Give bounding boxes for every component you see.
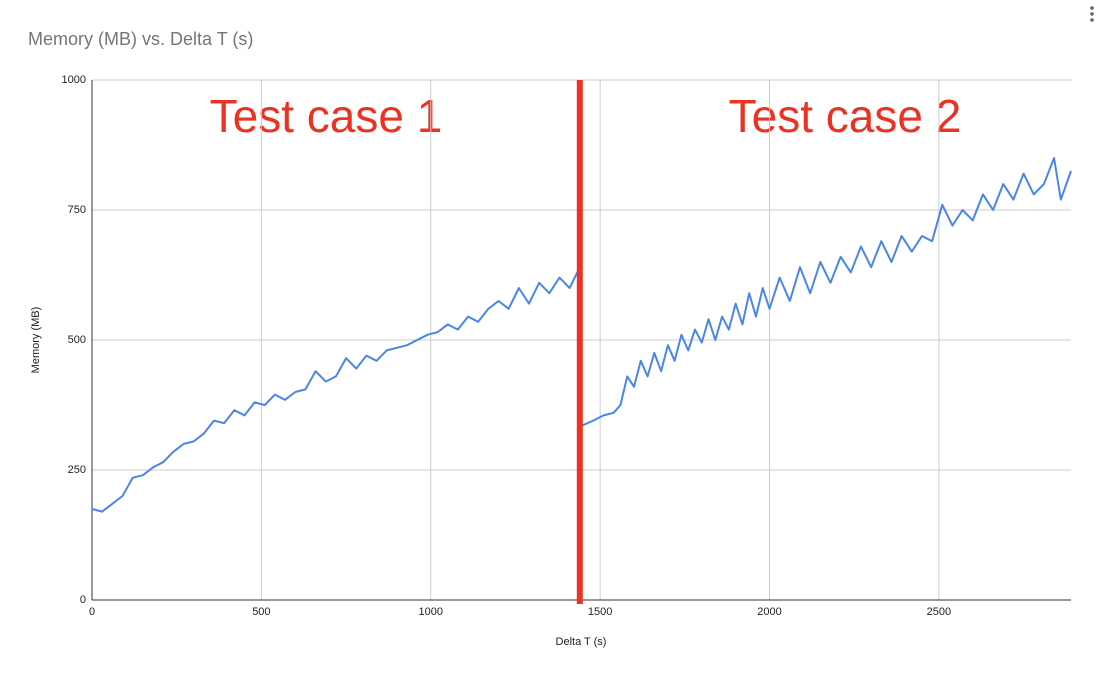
x-axis-label: Delta T (s)	[556, 636, 607, 648]
x-tick-label: 2000	[757, 606, 781, 618]
y-tick-label: 750	[68, 204, 86, 216]
chart-title: Memory (MB) vs. Delta T (s)	[28, 29, 253, 49]
y-axis-label: Memory (MB)	[30, 307, 42, 374]
menu-icon[interactable]	[1090, 6, 1094, 22]
x-tick-label: 0	[89, 606, 95, 618]
x-tick-label: 1500	[588, 606, 612, 618]
x-tick-label: 2500	[927, 606, 951, 618]
x-tick-label: 1000	[419, 606, 443, 618]
annotation: Test case 2	[729, 90, 962, 142]
y-tick-label: 250	[68, 464, 86, 476]
y-tick-label: 1000	[62, 74, 86, 86]
data-line	[91, 157, 1072, 513]
x-tick-label: 500	[252, 606, 270, 618]
y-tick-label: 0	[80, 594, 86, 606]
y-tick-label: 500	[68, 334, 86, 346]
annotation: Test case 1	[210, 90, 443, 142]
